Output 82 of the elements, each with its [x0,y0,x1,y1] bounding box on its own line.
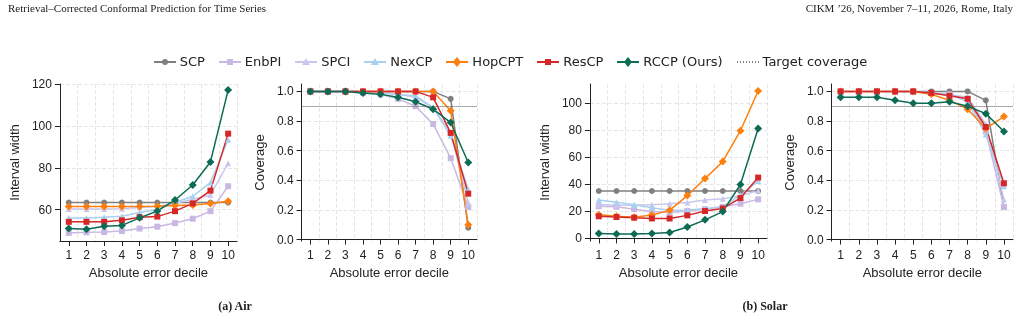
y-axis-title: Coverage [782,134,797,191]
legend-label: SCP [179,54,205,69]
x-tick-label: 5 [909,248,917,263]
y-axis-title: Interval width [7,124,22,201]
x-tick-label: 10 [751,248,766,263]
y-tick-label: 0.4 [806,173,824,188]
y-tick-label: 100 [561,95,583,110]
x-tick-label: 8 [719,248,727,263]
x-tick-label: 8 [429,248,437,263]
x-tick-label: 8 [189,248,197,263]
text: (b) Solar [742,299,788,314]
x-tick-label: 3 [100,248,108,263]
y-tick-label: 0.0 [276,232,294,247]
y-tick-label: 80 [568,123,583,138]
x-tick-label: 1 [65,248,73,263]
x-tick-label: 2 [613,248,621,263]
x-tick-label: 1 [307,248,315,263]
y-axis-title: Coverage [252,134,267,191]
x-tick-label: 1 [595,248,603,263]
x-tick-label: 7 [701,248,709,263]
y-tick-label: 0.0 [806,232,824,247]
y-tick-label: 0.2 [276,202,294,217]
y-tick-label: 0.2 [806,202,824,217]
y-tick-label: 60 [568,150,583,165]
legend-label: ResCP [563,54,604,69]
y-tick-label: 40 [568,177,583,192]
legend-label: Target coverage [762,54,868,69]
x-tick-label: 7 [171,248,179,263]
x-tick-label: 5 [666,248,674,263]
x-tick-label: 7 [412,248,420,263]
x-tick-label: 9 [982,248,990,263]
y-tick-label: 60 [38,202,53,217]
x-axis-title: Absolute error decile [329,265,449,280]
y-tick-label: 20 [568,204,583,219]
y-tick-label: 0.8 [806,114,824,129]
text: CIKM ’26, November 7–11, 2026, Rome, Italy [805,2,1013,14]
x-tick-label: 3 [873,248,881,263]
text: (a) Air [218,299,252,314]
legend-label: EnbPI [244,54,282,69]
legend-label: NexCP [390,54,433,69]
x-tick-label: 9 [737,248,745,263]
x-tick-label: 10 [221,248,236,263]
x-tick-label: 9 [447,248,455,263]
y-tick-label: 0.6 [276,143,294,158]
y-tick-label: 0.6 [806,143,824,158]
x-axis-title: Absolute error decile [618,265,739,280]
x-tick-label: 2 [324,248,332,263]
x-tick-label: 3 [630,248,638,263]
text: Retrieval–Corrected Conformal Prediction for Time Series [8,2,267,14]
y-tick-label: 100 [31,118,53,133]
x-tick-label: 10 [461,248,476,263]
x-tick-label: 5 [136,248,144,263]
x-tick-label: 5 [377,248,385,263]
x-tick-label: 4 [359,248,367,263]
x-tick-label: 4 [648,248,656,263]
legend-label: SPCI [321,54,351,69]
y-tick-label: 80 [38,160,53,175]
x-tick-label: 6 [683,248,691,263]
x-tick-label: 3 [342,248,350,263]
y-tick-label: 120 [31,77,53,91]
legend-label: RCCP (Ours) [643,54,723,69]
y-tick-label: 1.0 [276,84,294,99]
x-tick-label: 4 [118,248,126,263]
x-tick-label: 9 [207,248,215,263]
x-tick-label: 10 [997,248,1011,263]
x-tick-label: 6 [928,248,936,263]
y-tick-label: 0.4 [276,173,294,188]
y-tick-label: 0.8 [276,114,294,129]
x-tick-label: 2 [83,248,91,263]
x-tick-label: 1 [837,248,845,263]
x-tick-label: 2 [855,248,863,263]
x-tick-label: 6 [394,248,402,263]
y-tick-label: 1.0 [806,84,824,99]
legend-label: HopCPT [472,54,524,69]
x-axis-title: Absolute error decile [862,265,982,280]
x-axis-title: Absolute error decile [88,265,209,280]
y-axis-title: Interval width [537,124,552,201]
x-tick-label: 8 [964,248,972,263]
x-tick-label: 7 [946,248,954,263]
y-tick-label: 0 [575,231,583,246]
x-tick-label: 4 [891,248,899,263]
x-tick-label: 6 [153,248,161,263]
